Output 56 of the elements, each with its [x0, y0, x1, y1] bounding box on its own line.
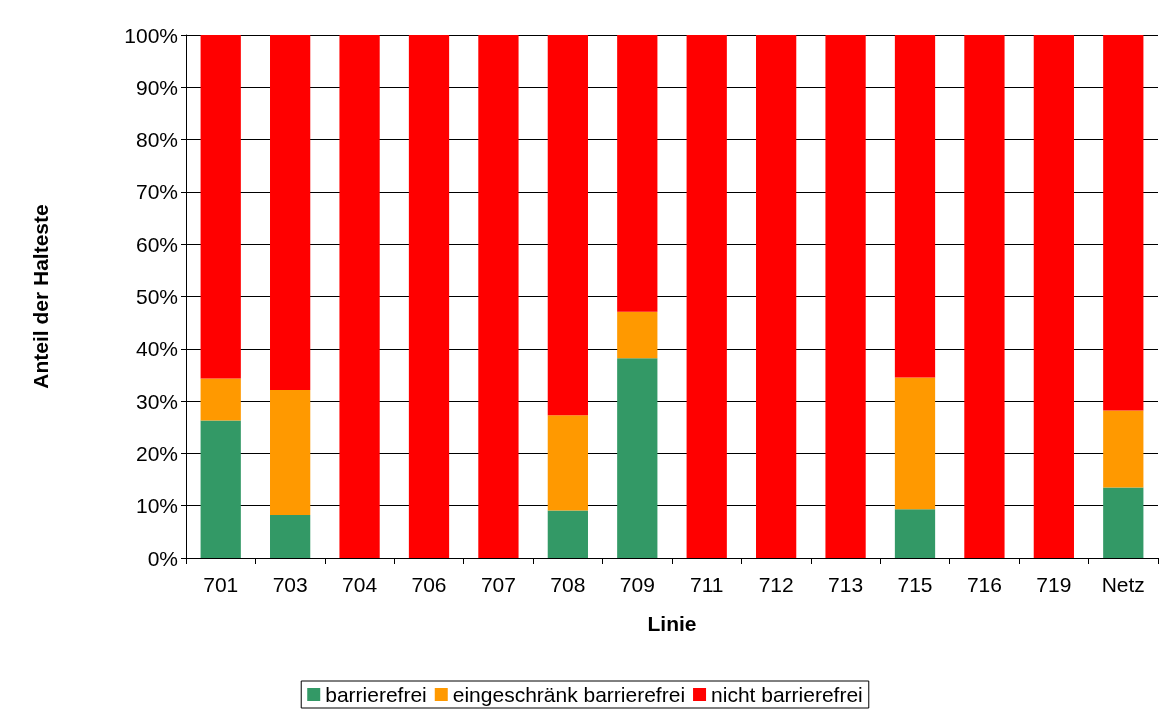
bar [1103, 410, 1144, 488]
x-tick-label: Netz [1101, 573, 1145, 596]
bar [894, 377, 936, 510]
x-tick-label: 706 [411, 573, 447, 596]
x-tick-label: 711 [689, 573, 724, 596]
y-tick-label: 10% [135, 494, 178, 518]
y-tick-label: 80% [135, 128, 178, 152]
bar [547, 35, 588, 416]
bar [756, 35, 797, 558]
bar [1033, 35, 1074, 558]
bar [964, 35, 1005, 558]
bar [200, 35, 241, 379]
bar [686, 35, 727, 558]
legend-label: eingeschränk barrierefrei [452, 683, 686, 706]
x-tick-label: 707 [480, 573, 516, 596]
x-tick-label: 703 [272, 573, 308, 596]
x-tick-label: 701 [203, 573, 239, 596]
bar [200, 420, 241, 558]
bar [1103, 35, 1144, 411]
x-tick-label: 719 [1036, 573, 1072, 596]
bar [617, 35, 658, 312]
bar [408, 35, 450, 558]
bar [547, 415, 588, 511]
y-tick-label: 0% [147, 546, 178, 570]
bar [270, 35, 311, 391]
bar [894, 35, 936, 378]
y-tick-label: 40% [135, 337, 178, 361]
x-tick-label: 715 [897, 573, 933, 596]
y-axis-title: Anteil der Halteste [29, 204, 52, 389]
bar [617, 358, 658, 558]
x-tick-label: 713 [828, 573, 864, 596]
bar [617, 311, 658, 359]
y-tick-label: 20% [135, 441, 178, 465]
legend-label: nicht barrierefrei [711, 683, 863, 706]
bar [547, 510, 588, 558]
y-tick-label: 50% [135, 285, 178, 308]
x-axis-title: Linie [647, 612, 697, 635]
y-tick-label: 30% [135, 389, 178, 413]
bar [339, 35, 380, 558]
x-tick-label: 716 [966, 573, 1002, 596]
x-tick-label: 704 [342, 573, 378, 596]
x-tick-label: 709 [619, 573, 655, 596]
bar [825, 35, 866, 558]
bar [894, 509, 936, 558]
y-tick-label: 90% [135, 75, 178, 99]
x-tick-label: 712 [758, 573, 794, 596]
x-tick-label: 708 [550, 573, 586, 596]
bar [1103, 487, 1144, 558]
bar [478, 35, 519, 558]
bar [200, 378, 241, 421]
y-tick-label: 100% [124, 23, 178, 47]
bar [270, 515, 311, 558]
legend-label: barrierefrei [325, 683, 427, 706]
bar [270, 390, 311, 516]
y-tick-label: 70% [135, 180, 178, 204]
y-tick-label: 60% [135, 232, 178, 256]
